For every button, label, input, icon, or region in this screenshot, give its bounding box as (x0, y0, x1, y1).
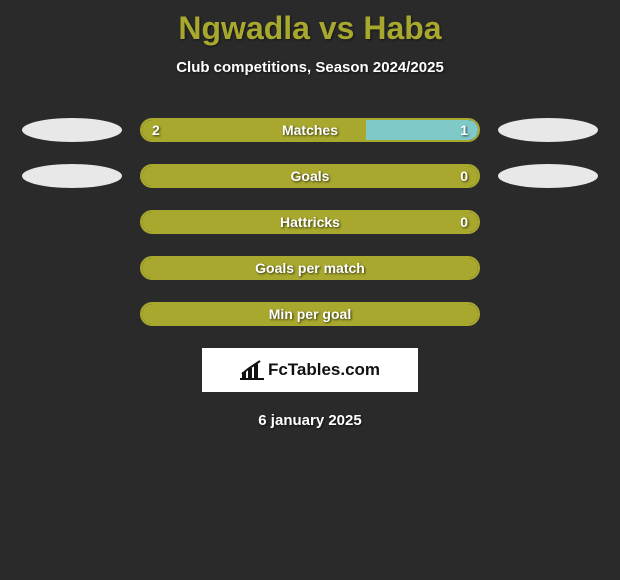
bar-right-value: 0 (460, 212, 468, 232)
row-matches: 2 Matches 1 (0, 118, 620, 142)
logo-box: FcTables.com (202, 348, 418, 392)
avatar-right (498, 164, 598, 188)
avatar-spacer (22, 302, 122, 326)
bar-goals-per-match: Goals per match (140, 256, 480, 280)
page-title: Ngwadla vs Haba (0, 0, 620, 47)
logo-text: FcTables.com (268, 360, 380, 380)
avatar-spacer (22, 256, 122, 280)
row-goals: Goals 0 (0, 164, 620, 188)
avatar-left (22, 164, 122, 188)
bar-right-value: 0 (460, 166, 468, 186)
avatar-left (22, 118, 122, 142)
avatar-spacer (22, 210, 122, 234)
row-goals-per-match: Goals per match (0, 256, 620, 280)
row-hattricks: Hattricks 0 (0, 210, 620, 234)
bar-right-value: 1 (460, 120, 468, 140)
bar-label: Goals (142, 166, 478, 186)
avatar-right (498, 118, 598, 142)
bar-label: Min per goal (142, 304, 478, 324)
bar-hattricks: Hattricks 0 (140, 210, 480, 234)
subtitle: Club competitions, Season 2024/2025 (0, 59, 620, 76)
avatar-spacer (498, 210, 598, 234)
bar-label: Matches (142, 120, 478, 140)
row-min-per-goal: Min per goal (0, 302, 620, 326)
avatar-spacer (498, 302, 598, 326)
bar-label: Goals per match (142, 258, 478, 278)
bar-label: Hattricks (142, 212, 478, 232)
bar-min-per-goal: Min per goal (140, 302, 480, 326)
bar-chart-icon (240, 360, 264, 380)
bar-goals: Goals 0 (140, 164, 480, 188)
comparison-rows: 2 Matches 1 Goals 0 Hattricks 0 (0, 118, 620, 326)
avatar-spacer (498, 256, 598, 280)
bar-matches: 2 Matches 1 (140, 118, 480, 142)
date-text: 6 january 2025 (0, 412, 620, 429)
